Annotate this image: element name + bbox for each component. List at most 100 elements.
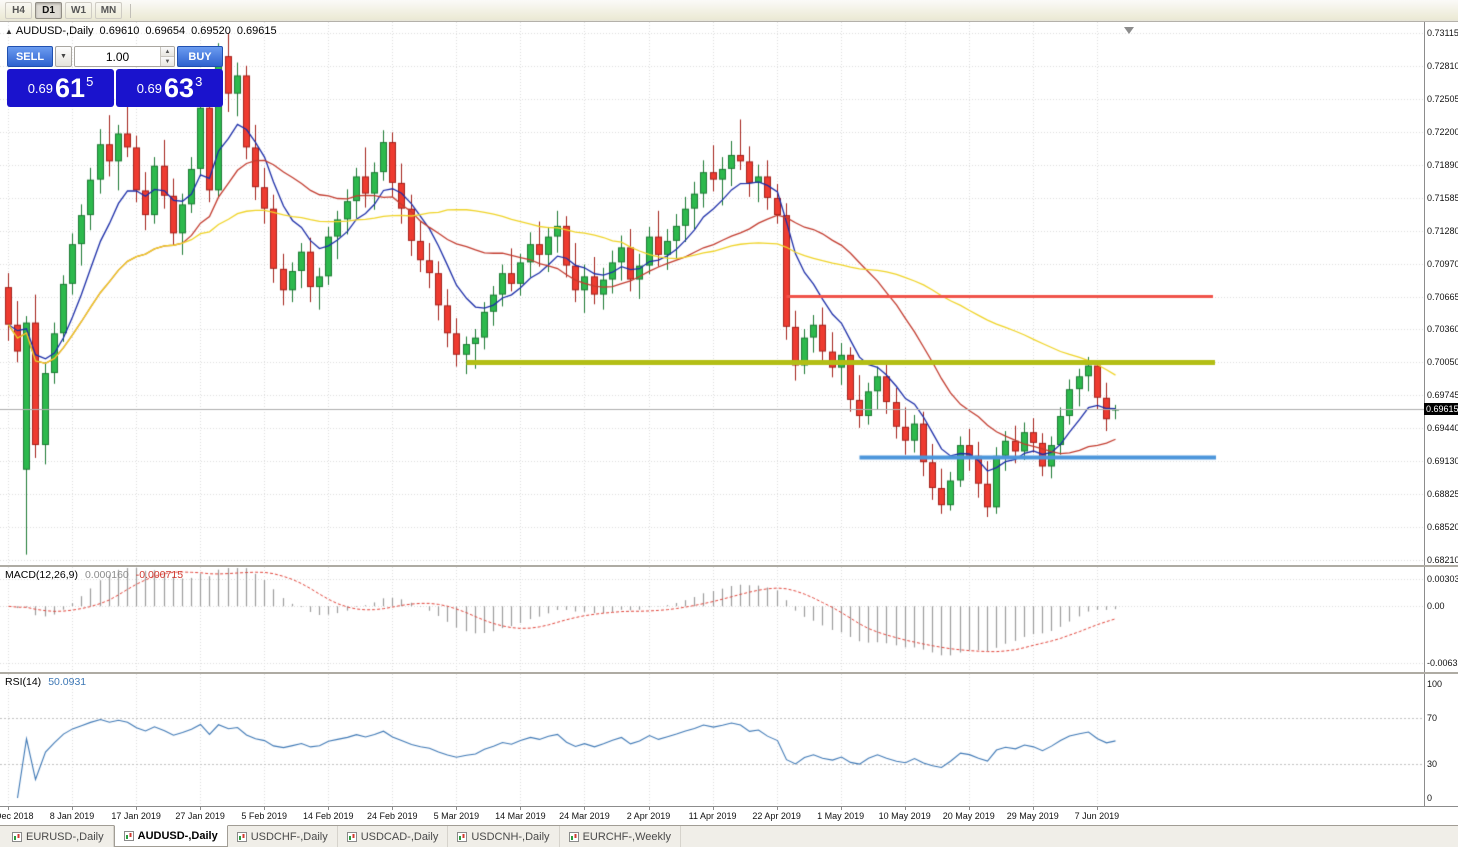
date-axis-tick: [649, 807, 650, 810]
macd-pane-splitter[interactable]: [0, 565, 1458, 567]
tab-audusd-daily[interactable]: AUDUSD-,Daily: [113, 825, 228, 847]
date-axis-tick: [905, 807, 906, 810]
price-axis[interactable]: 0.73115 0.72810 0.72505 0.72200 0.71890 0.715…: [1424, 22, 1458, 565]
date-axis-label: 7 Jun 2019: [1074, 811, 1120, 821]
date-axis-tick: [328, 807, 329, 810]
date-axis-label: 2 Apr 2019: [626, 811, 671, 821]
axis-tick-label: 0.72810: [1427, 60, 1458, 71]
tab-label: USDCHF-,Daily: [250, 830, 328, 843]
chart-header: ▲ AUDUSD-,Daily 0.69610 0.69654 0.69520 0.696…: [5, 25, 277, 37]
axis-tick-label: 0.68520: [1427, 522, 1458, 533]
timeframe-d1-button[interactable]: D1: [35, 2, 62, 19]
volume-decrease-button[interactable]: ▼: [161, 57, 174, 66]
current-price-tag: 0.69615: [1424, 403, 1458, 416]
buy-price-big: 63: [164, 72, 195, 103]
ohlc-low: 0.69520: [191, 25, 231, 37]
price-chart-canvas[interactable]: [0, 22, 1424, 565]
sell-price-pipette: 5: [86, 73, 94, 89]
tab-label: EURUSD-,Daily: [26, 830, 104, 843]
macd-canvas[interactable]: [0, 567, 1424, 672]
chart-icon: [123, 831, 134, 841]
date-axis-tick: [969, 807, 970, 810]
timeframe-h4-button[interactable]: H4: [5, 2, 32, 19]
ohlc-high: 0.69654: [145, 25, 186, 37]
sell-button[interactable]: SELL: [7, 46, 53, 67]
buy-price-display[interactable]: 0.69 63 3: [116, 69, 223, 107]
tab-usdcnh-daily[interactable]: USDCNH-,Daily: [448, 826, 560, 847]
rsi-label: RSI(14) 50.0931: [5, 676, 86, 688]
date-axis-tick: [264, 807, 265, 810]
volume-input[interactable]: [75, 47, 160, 66]
sell-price-big: 61: [55, 72, 86, 103]
sell-price-display[interactable]: 0.69 61 5: [7, 69, 114, 107]
axis-tick-label: 0.72505: [1427, 93, 1458, 104]
chart-ohlc-values: 0.69610 0.69654 0.69520 0.69615: [94, 25, 277, 37]
chart-area: 0.73115 0.72810 0.72505 0.72200 0.71890 0.715…: [0, 22, 1458, 825]
date-axis-label: 10 May 2019: [878, 811, 931, 821]
timeframe-w1-button[interactable]: W1: [65, 2, 92, 19]
date-axis-tick: [1033, 807, 1034, 810]
date-axis-label: 29 May 2019: [1006, 811, 1059, 821]
axis-tick-label: 0.73115: [1427, 28, 1458, 38]
timeframe-mn-button[interactable]: MN: [95, 2, 122, 19]
axis-tick-label: 0.00: [1427, 601, 1445, 612]
chart-shift-marker-icon: [1124, 27, 1134, 34]
axis-tick-label: 30: [1427, 758, 1438, 769]
rsi-canvas[interactable]: [0, 674, 1424, 806]
date-axis-label: 8 Jan 2019: [49, 811, 95, 821]
rsi-axis: 100 70 30 0: [1424, 674, 1458, 806]
date-axis-label: 20 May 2019: [942, 811, 995, 821]
axis-tick-label: 0.71890: [1427, 159, 1458, 170]
date-axis-tick: [8, 807, 9, 810]
macd-axis: 0.003035 0.00 -0.00631: [1424, 567, 1458, 672]
date-axis-label: 5 Feb 2019: [241, 811, 287, 821]
volume-spinner: ▲ ▼: [160, 47, 174, 66]
tab-eurchf-weekly[interactable]: EURCHF-,Weekly: [560, 826, 681, 847]
date-axis-tick: [72, 807, 73, 810]
date-axis-tick: [456, 807, 457, 810]
date-axis-tick: [841, 807, 842, 810]
rsi-name: RSI(14): [5, 676, 42, 688]
tab-usdcad-daily[interactable]: USDCAD-,Daily: [338, 826, 449, 847]
tab-label: USDCNH-,Daily: [471, 830, 550, 843]
timeframe-toolbar: H4 D1 W1 MN: [0, 0, 1458, 22]
axis-tick-label: 0.69745: [1427, 390, 1458, 401]
date-axis-tick: [584, 807, 585, 810]
chart-icon: [236, 831, 247, 842]
rsi-pane-splitter[interactable]: [0, 672, 1458, 674]
axis-tick-label: 0.71585: [1427, 192, 1458, 203]
rsi-pane: 100 70 30 0 RSI(14) 50.0931: [0, 674, 1458, 806]
buy-button[interactable]: BUY: [177, 46, 223, 67]
axis-tick-label: 0.70050: [1427, 357, 1458, 368]
date-axis-label: 14 Mar 2019: [495, 811, 546, 821]
date-axis-label: 30 Dec 2018: [0, 811, 34, 821]
axis-tick-label: 0.68210: [1427, 555, 1458, 565]
date-axis-label: 5 Mar 2019: [433, 811, 480, 821]
date-axis-label: 14 Feb 2019: [302, 811, 354, 821]
rsi-value: 50.0931: [48, 676, 87, 688]
tab-usdchf-daily[interactable]: USDCHF-,Daily: [228, 826, 338, 847]
volume-dropdown-button[interactable]: ▼: [55, 46, 72, 67]
date-axis[interactable]: 30 Dec 2018 8 Jan 2019 17 Jan 2019 27 Jan 2…: [0, 806, 1458, 825]
axis-tick-label: 100: [1427, 679, 1443, 689]
date-axis-label: 27 Jan 2019: [175, 811, 225, 821]
chart-icon: [568, 831, 579, 842]
volume-increase-button[interactable]: ▲: [161, 47, 174, 57]
date-axis-label: 17 Jan 2019: [111, 811, 161, 821]
axis-tick-label: 0.68825: [1427, 489, 1458, 500]
ohlc-open: 0.69610: [99, 25, 140, 37]
axis-tick-label: -0.00631: [1427, 658, 1458, 668]
date-axis-tick: [200, 807, 201, 810]
date-axis-tick: [713, 807, 714, 810]
buy-price-pipette: 3: [195, 73, 203, 89]
macd-pane: 0.003035 0.00 -0.00631 MACD(12,26,9) 0.0001…: [0, 567, 1458, 672]
axis-tick-label: 0.003035: [1427, 574, 1458, 584]
macd-name: MACD(12,26,9): [5, 569, 78, 581]
chart-icon: [346, 831, 357, 842]
date-axis-label: 24 Mar 2019: [559, 811, 610, 821]
tab-label: EURCHF-,Weekly: [582, 830, 671, 843]
ohlc-close: 0.69615: [236, 25, 277, 37]
date-axis-label: 1 May 2019: [817, 811, 865, 821]
tab-eurusd-daily[interactable]: EURUSD-,Daily: [3, 826, 114, 847]
